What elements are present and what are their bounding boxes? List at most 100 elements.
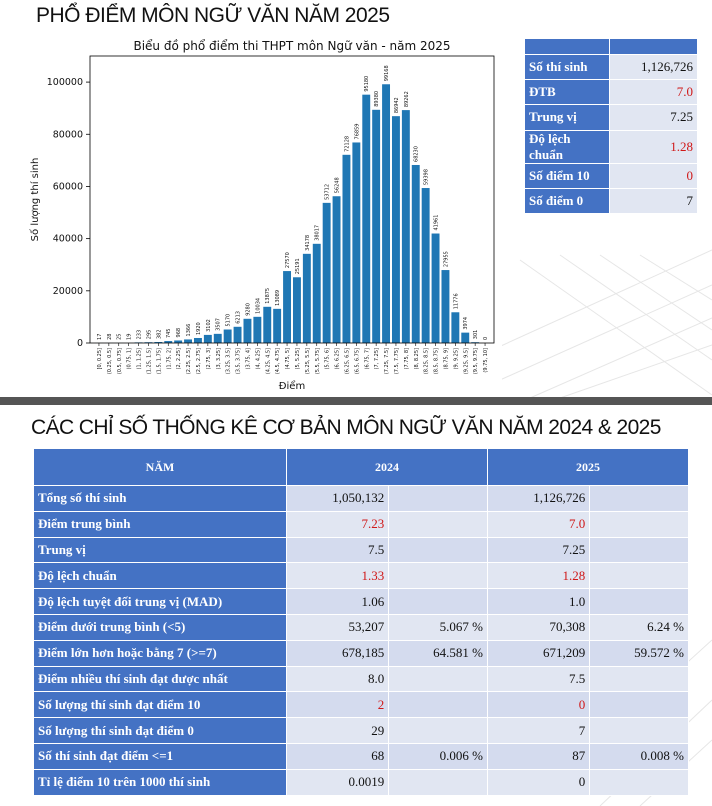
bar-value-label: 233	[137, 330, 143, 340]
bar	[184, 339, 193, 343]
bar-value-label: 86942	[394, 97, 400, 113]
percent-2025: 6.24 %	[589, 613, 689, 641]
bar	[312, 243, 321, 343]
stats-label: Trung vị	[524, 104, 610, 131]
percent-2024	[388, 588, 488, 615]
x-tick-label: (4.75, 5]	[285, 348, 291, 369]
bar-value-label: 76859	[354, 124, 360, 140]
bar-value-label: 25191	[295, 258, 301, 274]
percent-2025	[589, 485, 689, 512]
value-2025: 0	[486, 768, 591, 796]
stats-label: ĐTB	[524, 79, 610, 106]
bar-value-label: 9280	[245, 303, 251, 316]
x-tick-label: [0, 0.25]	[97, 348, 103, 369]
value-2024: 8.0	[285, 665, 390, 693]
comparison-header-row: NĂM 2024 2025	[33, 448, 690, 486]
value-2025: 7.5	[486, 665, 591, 693]
y-axis-label: Số lượng thí sinh	[29, 158, 41, 242]
bar	[322, 202, 331, 343]
bar	[174, 340, 183, 343]
stats-row: Số thí sinh 1,126,726	[524, 53, 699, 81]
value-2025: 1.28	[486, 562, 591, 590]
percent-2024	[388, 768, 488, 796]
percent-2024	[388, 691, 488, 719]
bar-value-label: 0	[483, 337, 489, 340]
stats-label: Độ lệch chuẩn	[524, 129, 610, 164]
bar	[243, 318, 252, 343]
bar-value-label: 53712	[325, 184, 331, 200]
bar-value-label: 968	[176, 328, 182, 338]
percent-2024: 0.006 %	[388, 742, 488, 770]
x-tick-label: (1.75, 2]	[166, 348, 172, 369]
bar-value-label: 13089	[275, 290, 281, 306]
bar	[223, 329, 232, 343]
value-2025: 70,308	[486, 613, 591, 641]
stats-label: Số điểm 0	[524, 187, 610, 214]
stats-2025-table: Số thí sinh 1,126,726 ĐTB 7.0 Trung vị 7.25 Độ…	[524, 38, 699, 214]
x-tick-label: (4, 4.25]	[255, 348, 261, 369]
percent-2025	[589, 536, 689, 564]
bar-value-label: 95180	[364, 76, 370, 92]
bar-value-label: 1366	[186, 324, 192, 337]
x-tick-label: (5, 5.25]	[295, 348, 301, 369]
x-tick-label: (7.5, 7.75]	[394, 348, 400, 374]
bar-value-label: 72128	[344, 136, 350, 152]
stats-row: ĐTB 7.0	[524, 79, 699, 106]
x-tick-label: (3.5, 3.75]	[236, 348, 242, 374]
bar-value-label: 745	[166, 329, 172, 339]
value-2024: 1,050,132	[285, 485, 390, 512]
comparison-table: NĂM 2024 2025 Tổng số thí sinh 1,050,132 1…	[33, 448, 690, 796]
x-tick-label: (6.5, 6.75]	[354, 348, 360, 374]
bar	[154, 342, 163, 343]
chart-title: Biểu đồ phổ điểm thi THPT môn Ngữ văn - …	[133, 39, 450, 53]
bar	[362, 94, 371, 343]
header-2024: 2024	[286, 448, 488, 486]
y-tick-label: 0	[77, 338, 83, 349]
section-title: CÁC CHỈ SỐ THỐNG KÊ CƠ BẢN MÔN NGỮ VĂN N…	[31, 416, 661, 439]
bar	[233, 326, 242, 343]
score-distribution-chart: Biểu đồ phổ điểm thi THPT môn Ngữ văn - …	[23, 34, 502, 398]
bar-value-label: 68230	[414, 146, 420, 162]
x-tick-label: (3.75, 4]	[245, 348, 251, 369]
x-tick-label: (7.75, 8]	[404, 348, 410, 369]
value-2025: 7.0	[486, 510, 591, 538]
x-axis-label: Điểm	[279, 379, 305, 392]
x-tick-label: (8, 8.25]	[414, 348, 420, 369]
x-tick-label: (4.25, 4.5]	[265, 348, 271, 374]
value-2024: 1.33	[285, 562, 390, 590]
percent-2025: 0.008 %	[589, 742, 689, 770]
comparison-row: Độ lệch chuẩn 1.33 1.28	[33, 562, 689, 590]
stats-header-row	[524, 38, 699, 55]
x-tick-label: (0.75, 1]	[127, 348, 133, 369]
value-2024: 68	[285, 742, 390, 770]
comparison-row: Số thí sinh đạt điểm <=1 68 0.006 % 87 0.008…	[33, 742, 689, 770]
bar	[451, 312, 460, 343]
bar-value-label: 5170	[226, 314, 232, 327]
percent-2025	[589, 768, 689, 796]
stats-header-right	[608, 38, 699, 55]
bar-value-label: 34178	[305, 235, 311, 251]
bar	[283, 271, 292, 343]
bar-value-label: 11776	[453, 293, 459, 309]
row-label: Độ lệch tuyệt đối trung vị (MAD)	[33, 588, 287, 615]
value-2025: 87	[486, 742, 591, 770]
bar-value-label: 10034	[255, 298, 261, 314]
bar-value-label: 28	[107, 334, 113, 340]
bar	[421, 188, 430, 343]
value-2024: 0.0019	[285, 768, 390, 796]
x-tick-label: (7, 7.25]	[374, 348, 380, 369]
section-divider	[0, 397, 712, 405]
y-tick-label: 100000	[47, 77, 83, 88]
bar-value-label: 3974	[463, 317, 469, 330]
bar-value-label: 301	[473, 330, 479, 340]
bar	[372, 109, 381, 343]
x-tick-label: (2.5, 2.75]	[196, 348, 202, 374]
y-tick-label: 80000	[53, 129, 83, 140]
percent-2024	[388, 562, 488, 590]
bar-value-label: 295	[146, 330, 152, 340]
bar	[213, 333, 222, 343]
row-label: Tổng số thí sinh	[33, 485, 287, 512]
stats-value: 1.28	[608, 129, 699, 164]
comparison-row: Tỉ lệ điểm 10 trên 1000 thí sinh 0.0019 0	[33, 768, 689, 796]
comparison-row: Trung vị 7.5 7.25	[33, 536, 689, 564]
